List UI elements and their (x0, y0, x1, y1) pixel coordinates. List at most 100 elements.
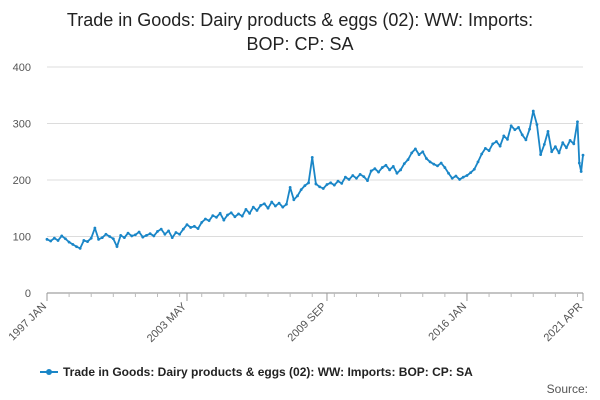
data-point (207, 219, 211, 223)
series-line (46, 110, 584, 250)
data-point (487, 149, 491, 153)
source-label: Source: (546, 382, 588, 396)
data-point (200, 220, 204, 224)
data-point (325, 183, 329, 186)
data-point (417, 153, 421, 156)
data-point (388, 168, 391, 172)
data-point (369, 169, 373, 173)
data-point (75, 245, 78, 249)
data-point (281, 205, 285, 209)
data-point (517, 126, 520, 129)
data-point (273, 204, 277, 208)
data-point (248, 211, 252, 215)
data-point (432, 162, 436, 166)
data-point (343, 175, 347, 179)
data-point (509, 124, 513, 128)
data-point (553, 145, 557, 149)
data-point (524, 138, 528, 142)
data-point (222, 218, 226, 222)
data-point (215, 215, 218, 219)
data-point (380, 166, 384, 169)
data-point (572, 142, 576, 146)
data-point (347, 178, 351, 181)
data-point (152, 234, 156, 238)
data-point (425, 157, 428, 160)
data-point (506, 137, 509, 141)
y-tick-label: 100 (13, 232, 31, 244)
data-point (362, 175, 366, 179)
data-point (185, 223, 189, 227)
data-point (49, 239, 53, 243)
data-point (579, 170, 583, 173)
data-point (576, 120, 579, 124)
data-point (259, 204, 263, 207)
x-tick-label: 2016 JAN (426, 301, 469, 344)
data-point (233, 215, 237, 219)
data-point (93, 226, 97, 230)
data-point (373, 167, 377, 171)
data-point (115, 245, 119, 249)
data-point (262, 202, 266, 206)
data-point (528, 127, 531, 131)
data-point (314, 182, 318, 186)
data-point (502, 134, 506, 138)
chart-legend[interactable]: Trade in Goods: Dairy products & eggs (0… (40, 365, 473, 379)
data-point (67, 240, 71, 244)
y-tick-label: 400 (13, 62, 31, 74)
data-point (89, 236, 93, 240)
data-point (119, 233, 123, 237)
data-point (469, 171, 473, 175)
data-point (292, 198, 296, 202)
data-point (52, 236, 56, 240)
data-point (577, 161, 581, 165)
chart-title-line-2: BOP: CP: SA (246, 34, 354, 54)
data-point (251, 205, 255, 209)
data-point (163, 232, 167, 236)
data-point (167, 229, 170, 233)
data-point (476, 160, 480, 164)
data-point (321, 187, 325, 190)
data-point (299, 188, 303, 192)
data-point (174, 231, 178, 234)
data-point (64, 237, 67, 241)
data-point (229, 211, 233, 215)
data-point (104, 232, 108, 236)
data-point (285, 202, 288, 206)
data-point (568, 139, 572, 142)
data-point (550, 150, 554, 154)
data-point (240, 214, 244, 218)
data-point (513, 128, 517, 132)
data-point (141, 235, 145, 239)
data-point (336, 179, 340, 183)
data-point (399, 168, 403, 172)
data-point (97, 237, 100, 241)
data-point (307, 181, 310, 185)
data-point (226, 213, 229, 217)
data-point (340, 181, 344, 185)
data-point (277, 201, 281, 205)
data-point (395, 171, 399, 175)
data-point (377, 170, 380, 174)
x-tick-label: 2021 APR (542, 301, 586, 345)
data-point (465, 174, 469, 177)
legend-series-label: Trade in Goods: Dairy products & eggs (0… (63, 365, 473, 379)
data-point (159, 227, 163, 231)
data-point (450, 176, 454, 180)
data-point (82, 239, 86, 242)
data-point (244, 207, 248, 211)
data-point (454, 174, 458, 178)
data-point (498, 144, 502, 148)
data-point (535, 123, 539, 127)
data-point (539, 153, 543, 156)
data-point (86, 240, 89, 243)
data-point (439, 161, 443, 165)
data-point (461, 175, 465, 179)
data-point (447, 171, 450, 175)
data-point (78, 246, 82, 250)
data-point (329, 181, 333, 185)
data-point (255, 209, 259, 212)
data-point (145, 233, 148, 237)
data-point (310, 156, 314, 159)
y-tick-label: 300 (13, 119, 31, 131)
